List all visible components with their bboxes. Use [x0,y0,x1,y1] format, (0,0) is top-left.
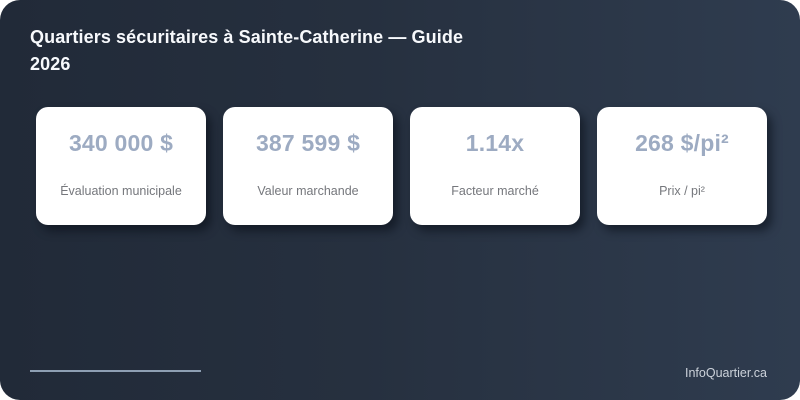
stats-row: 340 000 $ Évaluation municipale 387 599 … [36,107,767,225]
stat-value: 268 $/pi² [635,130,729,156]
stat-card-valeur-marchande: 387 599 $ Valeur marchande [223,107,393,225]
stat-value: 1.14x [465,130,525,156]
footer-brand: InfoQuartier.ca [685,366,767,380]
page-title-line-2: 2026 [30,54,71,74]
stat-card-prix-pi2: 268 $/pi² Prix / pi² [597,107,767,225]
footer-divider-line [30,370,201,372]
stat-label: Évaluation municipale [60,184,182,198]
page-title-line-1: Quartiers sécuritaires à Sainte-Catherin… [30,27,464,47]
stat-value: 340 000 $ [68,130,174,156]
stat-label: Prix / pi² [659,184,705,198]
page-title: Quartiers sécuritaires à Sainte-Catherin… [30,24,500,78]
stat-card-evaluation-municipale: 340 000 $ Évaluation municipale [36,107,206,225]
stat-label: Facteur marché [451,184,539,198]
stat-value: 387 599 $ [255,130,361,156]
stat-label: Valeur marchande [257,184,359,198]
stat-card-facteur-marche: 1.14x Facteur marché [410,107,580,225]
